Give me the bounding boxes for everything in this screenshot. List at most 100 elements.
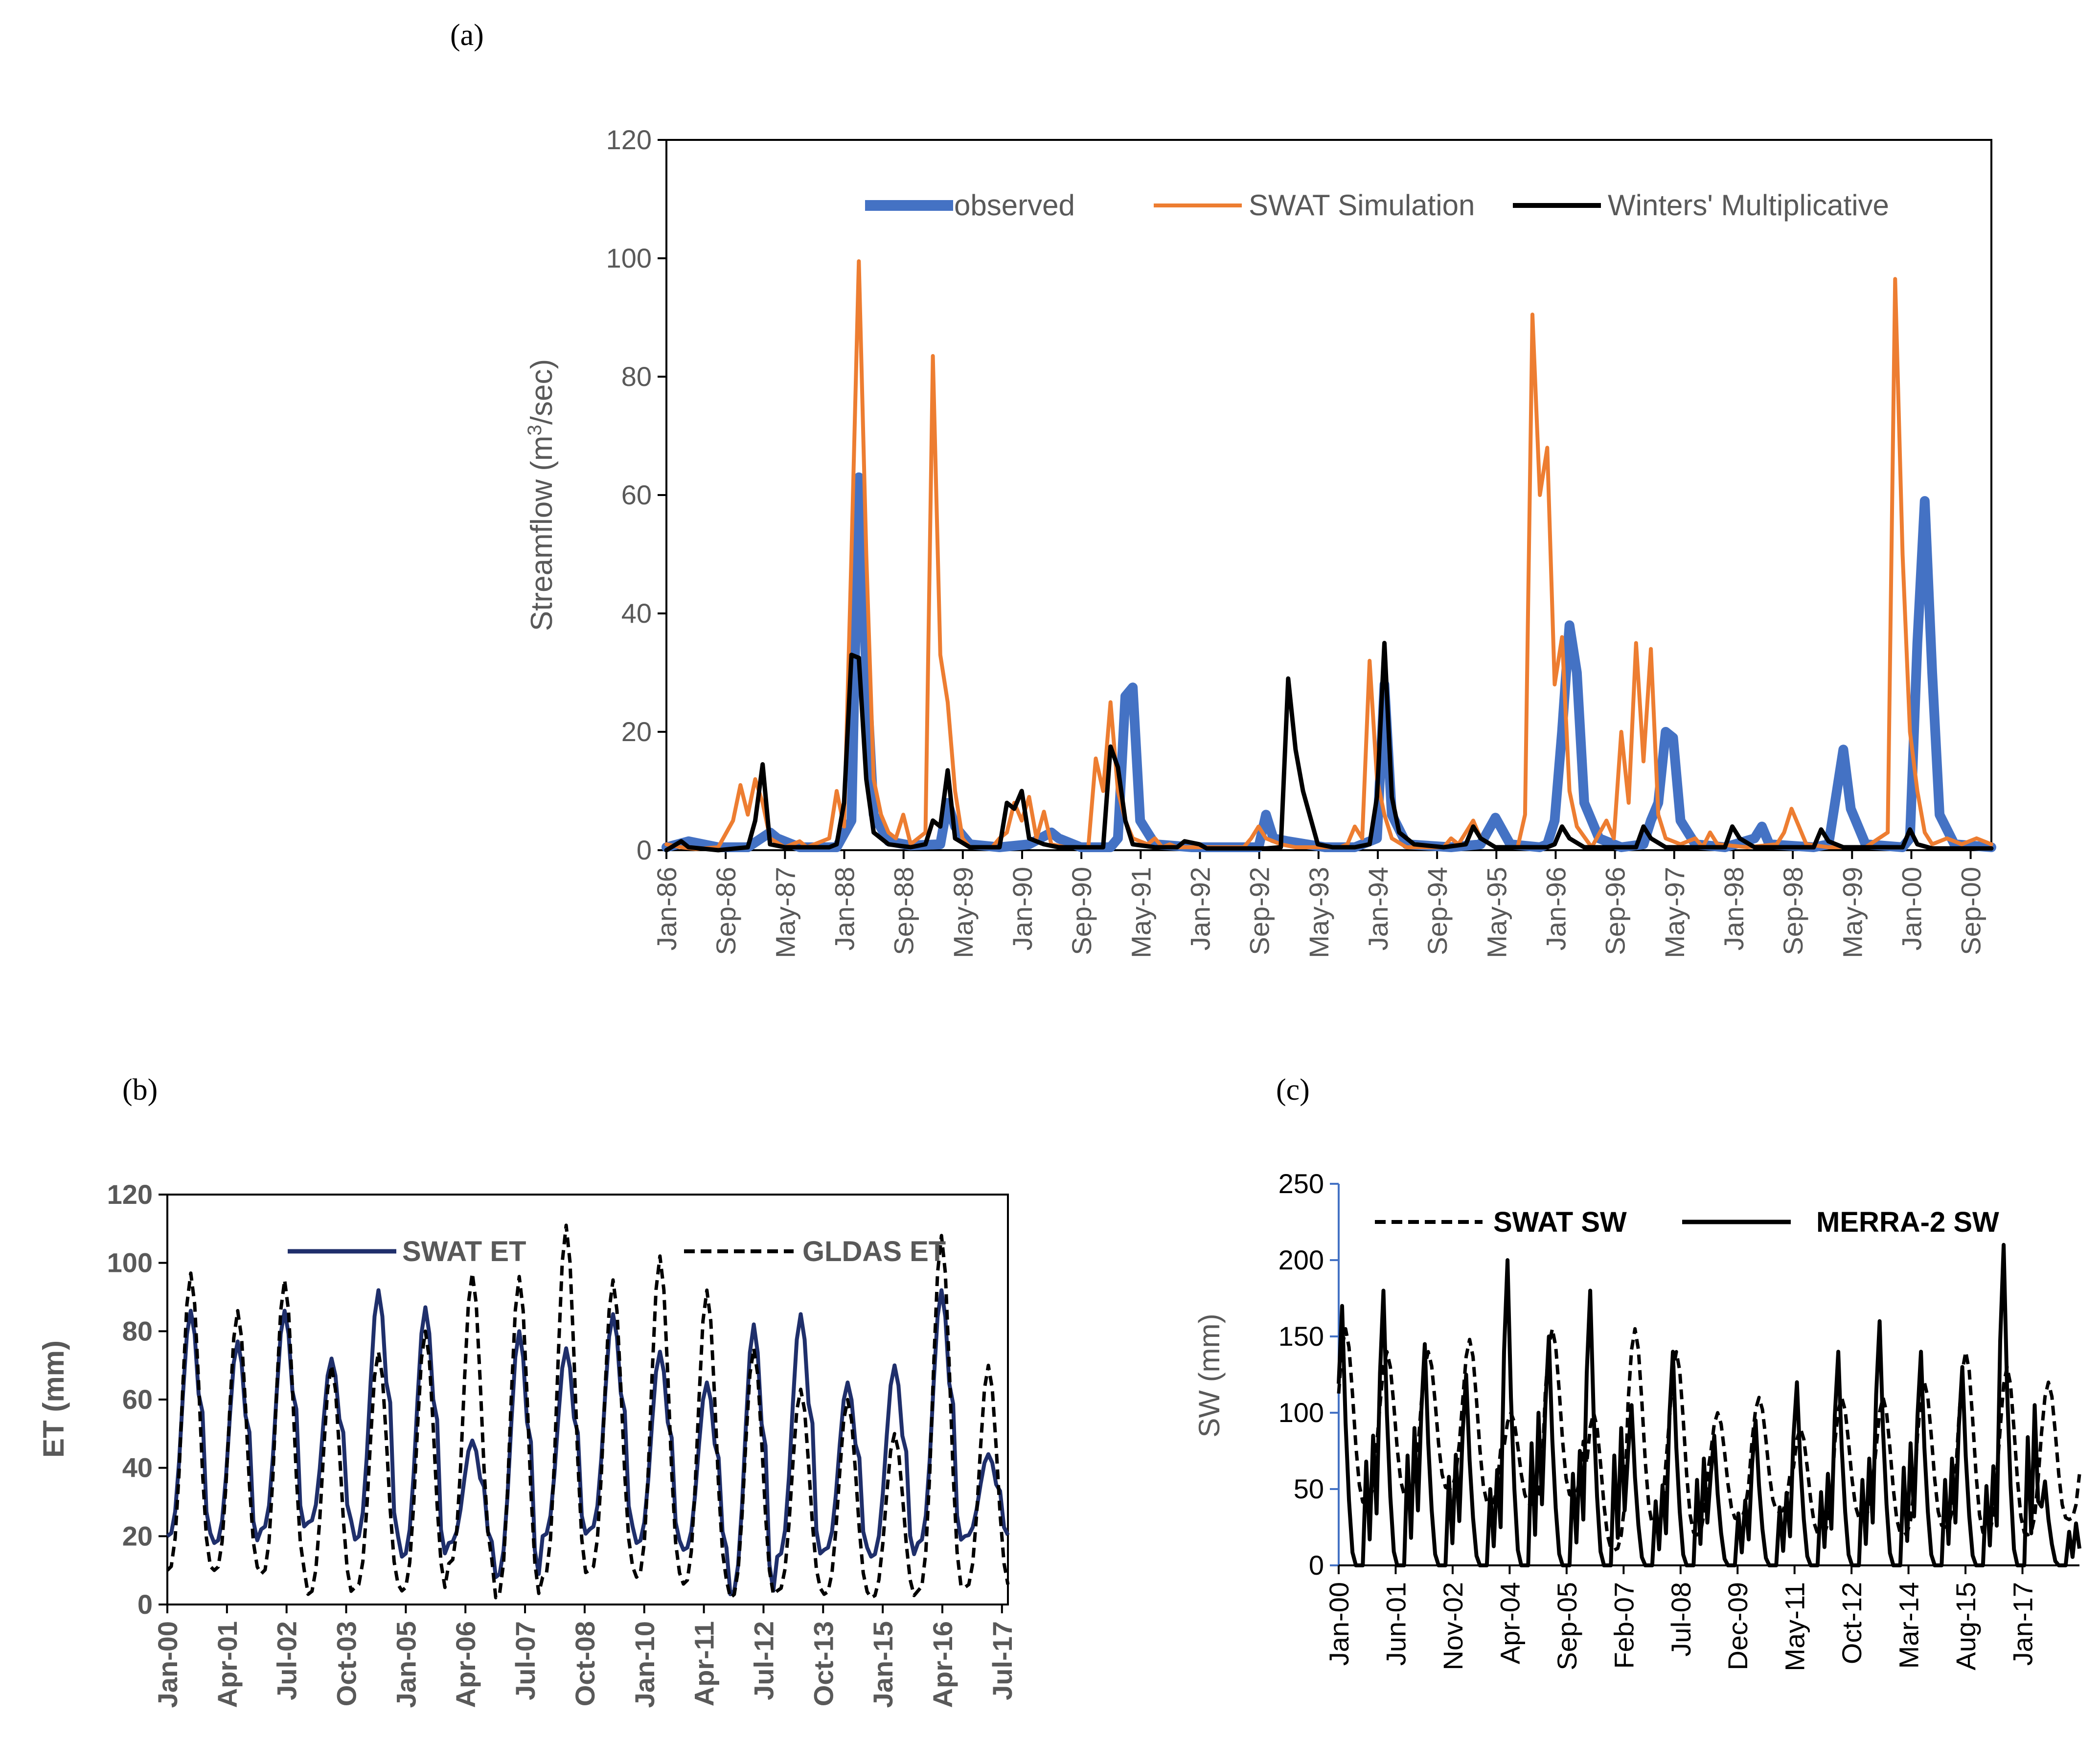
x-tick-label: May-97 bbox=[1659, 867, 1690, 958]
x-tick-label: May-87 bbox=[770, 867, 800, 958]
x-tick-label: Feb-07 bbox=[1608, 1582, 1639, 1669]
legend-label-observed: observed bbox=[954, 189, 1075, 222]
x-tick-label: Sep-98 bbox=[1778, 867, 1808, 955]
series-line-swat_sim bbox=[664, 259, 1993, 851]
x-tick-label: Jul-08 bbox=[1666, 1582, 1696, 1657]
y-tick-label: 40 bbox=[122, 1452, 153, 1483]
x-tick-label: Sep-00 bbox=[1956, 867, 1986, 955]
y-tick-label: 250 bbox=[1278, 1168, 1324, 1199]
series-line-swat_et bbox=[166, 1288, 1010, 1597]
x-tick-label: Sep-88 bbox=[889, 867, 919, 955]
series-line-merra2_sw bbox=[1337, 1243, 2081, 1567]
x-tick-label: May-95 bbox=[1481, 867, 1512, 958]
x-tick-label: Oct-12 bbox=[1836, 1582, 1867, 1664]
x-tick-label: Sep-05 bbox=[1552, 1582, 1582, 1671]
y-tick-label: 80 bbox=[621, 361, 652, 392]
x-tick-label: May-93 bbox=[1303, 867, 1334, 958]
y-tick-label: 60 bbox=[122, 1384, 153, 1415]
y-tick-label: 200 bbox=[1278, 1244, 1324, 1275]
y-tick-label: 60 bbox=[621, 479, 652, 510]
y-tick-label: 80 bbox=[122, 1315, 153, 1346]
x-tick-label: Jan-00 bbox=[1896, 867, 1927, 950]
y-tick-label: 20 bbox=[621, 716, 652, 747]
x-tick-label: Oct-03 bbox=[331, 1621, 362, 1706]
y-ticks-b: 0 20 40 60 80 100 120 bbox=[107, 1179, 167, 1620]
panel-label-a: (a) bbox=[450, 19, 484, 52]
x-tick-label: Jan-96 bbox=[1540, 867, 1571, 950]
x-tick-label: Jan-00 bbox=[1324, 1582, 1354, 1666]
x-ticks-c: Jan-00 Jun-01 Nov-02 Apr-04 Sep-05 Feb-07 Jul-… bbox=[1324, 1565, 2038, 1672]
x-tick-label: Jul-17 bbox=[987, 1621, 1018, 1700]
x-tick-label: Jan-86 bbox=[651, 867, 682, 950]
chart-c: 0 50 100 150 200 250 Jan-00 Jun-01 Nov-02 Apr-04… bbox=[1193, 1168, 2081, 1672]
y-tick-label: 50 bbox=[1294, 1473, 1324, 1504]
y-tick-label: 120 bbox=[107, 1179, 153, 1210]
chart-a: 0 20 40 60 80 100 120 Jan-86 Sep-86 May-87 Jan-88… bbox=[524, 124, 1996, 958]
x-tick-label: Sep-92 bbox=[1244, 867, 1275, 955]
x-tick-label: Sep-90 bbox=[1066, 867, 1097, 955]
x-tick-label: Jan-90 bbox=[1007, 867, 1038, 950]
x-tick-label: Apr-01 bbox=[212, 1621, 243, 1708]
legend-label-gldas-et: GLDAS ET bbox=[802, 1236, 946, 1267]
x-tick-label: Jan-88 bbox=[829, 867, 860, 950]
legend-a: observed SWAT Simulation Winters' Multip… bbox=[865, 189, 1889, 222]
y-tick-label: 100 bbox=[606, 243, 652, 273]
x-tick-label: Aug-15 bbox=[1950, 1582, 1981, 1671]
x-tick-label: Oct-13 bbox=[808, 1621, 839, 1706]
x-tick-label: Sep-86 bbox=[710, 867, 741, 955]
x-tick-label: Jan-98 bbox=[1718, 867, 1749, 950]
x-tick-label: Nov-02 bbox=[1438, 1582, 1468, 1671]
y-axis-label-b: ET (mm) bbox=[37, 1340, 70, 1458]
x-tick-label: Jun-01 bbox=[1380, 1582, 1411, 1666]
x-tick-label: Apr-06 bbox=[450, 1621, 481, 1708]
x-tick-label: Jan-92 bbox=[1185, 867, 1215, 950]
x-tick-label: Dec-09 bbox=[1722, 1582, 1753, 1671]
x-tick-label: Apr-11 bbox=[689, 1621, 720, 1706]
y-tick-label: 0 bbox=[137, 1589, 153, 1620]
x-tick-label: Jan-15 bbox=[867, 1621, 898, 1708]
x-ticks-a: Jan-86 Sep-86 May-87 Jan-88 Sep-88 May-89 Jan-… bbox=[651, 850, 1986, 958]
y-axis-label-a: Streamflow (m3/sec) bbox=[524, 359, 559, 631]
y-tick-label: 100 bbox=[107, 1247, 153, 1278]
y-tick-label: 40 bbox=[621, 598, 652, 629]
x-tick-label: Sep-94 bbox=[1422, 867, 1453, 955]
x-tick-label: Jan-10 bbox=[629, 1621, 660, 1708]
chart-b: 0 20 40 60 80 100 120 Jan-00 Apr-01 Jul-02 Oct-03… bbox=[37, 1179, 1018, 1708]
y-tick-label: 0 bbox=[637, 835, 652, 865]
x-tick-label: Jan-05 bbox=[390, 1621, 421, 1708]
legend-b: SWAT ET GLDAS ET bbox=[288, 1236, 946, 1267]
series-lines-b bbox=[166, 1223, 1010, 1600]
series-lines-c bbox=[1337, 1243, 2081, 1567]
y-tick-label: 150 bbox=[1278, 1321, 1324, 1352]
legend-label-merra2-sw: MERRA-2 SW bbox=[1816, 1206, 1999, 1238]
y-tick-label: 120 bbox=[606, 124, 652, 155]
y-tick-label: 20 bbox=[122, 1520, 153, 1551]
x-tick-label: Mar-14 bbox=[1894, 1582, 1924, 1669]
x-ticks-b: Jan-00 Apr-01 Jul-02 Oct-03 Jan-05 Apr-06 Jul-… bbox=[152, 1604, 1018, 1708]
x-tick-label: Jan-17 bbox=[2008, 1582, 2038, 1666]
legend-label-winters: Winters' Multiplicative bbox=[1608, 189, 1889, 222]
y-axis-label-c: SW (mm) bbox=[1193, 1313, 1226, 1437]
y-tick-label: 0 bbox=[1309, 1550, 1324, 1581]
x-tick-label: Apr-16 bbox=[927, 1621, 958, 1708]
panel-label-c: (c) bbox=[1276, 1073, 1310, 1107]
x-tick-label: May-89 bbox=[948, 867, 979, 958]
panel-label-b: (b) bbox=[122, 1073, 158, 1107]
x-tick-label: Jul-07 bbox=[510, 1621, 541, 1700]
y-ticks-c: 0 50 100 150 200 250 bbox=[1278, 1168, 1339, 1581]
legend-label-swat-et: SWAT ET bbox=[402, 1236, 526, 1267]
series-lines-a bbox=[662, 259, 1996, 853]
y-tick-label: 100 bbox=[1278, 1397, 1324, 1428]
legend-label-swat-sw: SWAT SW bbox=[1493, 1206, 1627, 1238]
series-line-winters bbox=[664, 641, 1994, 853]
x-tick-label: Jan-94 bbox=[1363, 867, 1393, 950]
y-ticks-a: 0 20 40 60 80 100 120 bbox=[606, 124, 666, 865]
x-tick-label: May-99 bbox=[1837, 867, 1868, 958]
x-tick-label: Jul-02 bbox=[272, 1621, 302, 1700]
legend-c: SWAT SW MERRA-2 SW bbox=[1375, 1206, 1999, 1238]
legend-label-swat-sim: SWAT Simulation bbox=[1249, 189, 1475, 222]
series-line-gldas_et bbox=[166, 1223, 1010, 1600]
x-tick-label: Jan-00 bbox=[152, 1621, 183, 1708]
x-tick-label: Apr-04 bbox=[1494, 1582, 1525, 1664]
